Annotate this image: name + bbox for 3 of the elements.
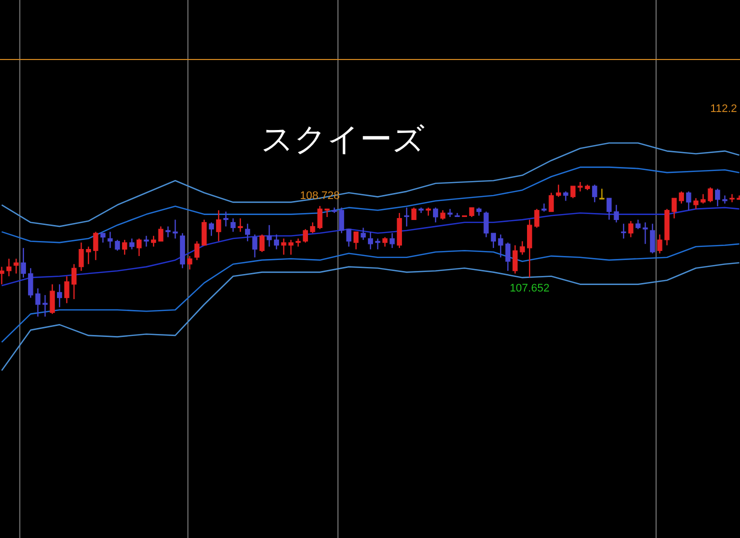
annotation: 112.2 xyxy=(710,103,737,115)
annotation: 107.652 xyxy=(510,282,550,294)
title: スクイーズ xyxy=(261,120,425,158)
